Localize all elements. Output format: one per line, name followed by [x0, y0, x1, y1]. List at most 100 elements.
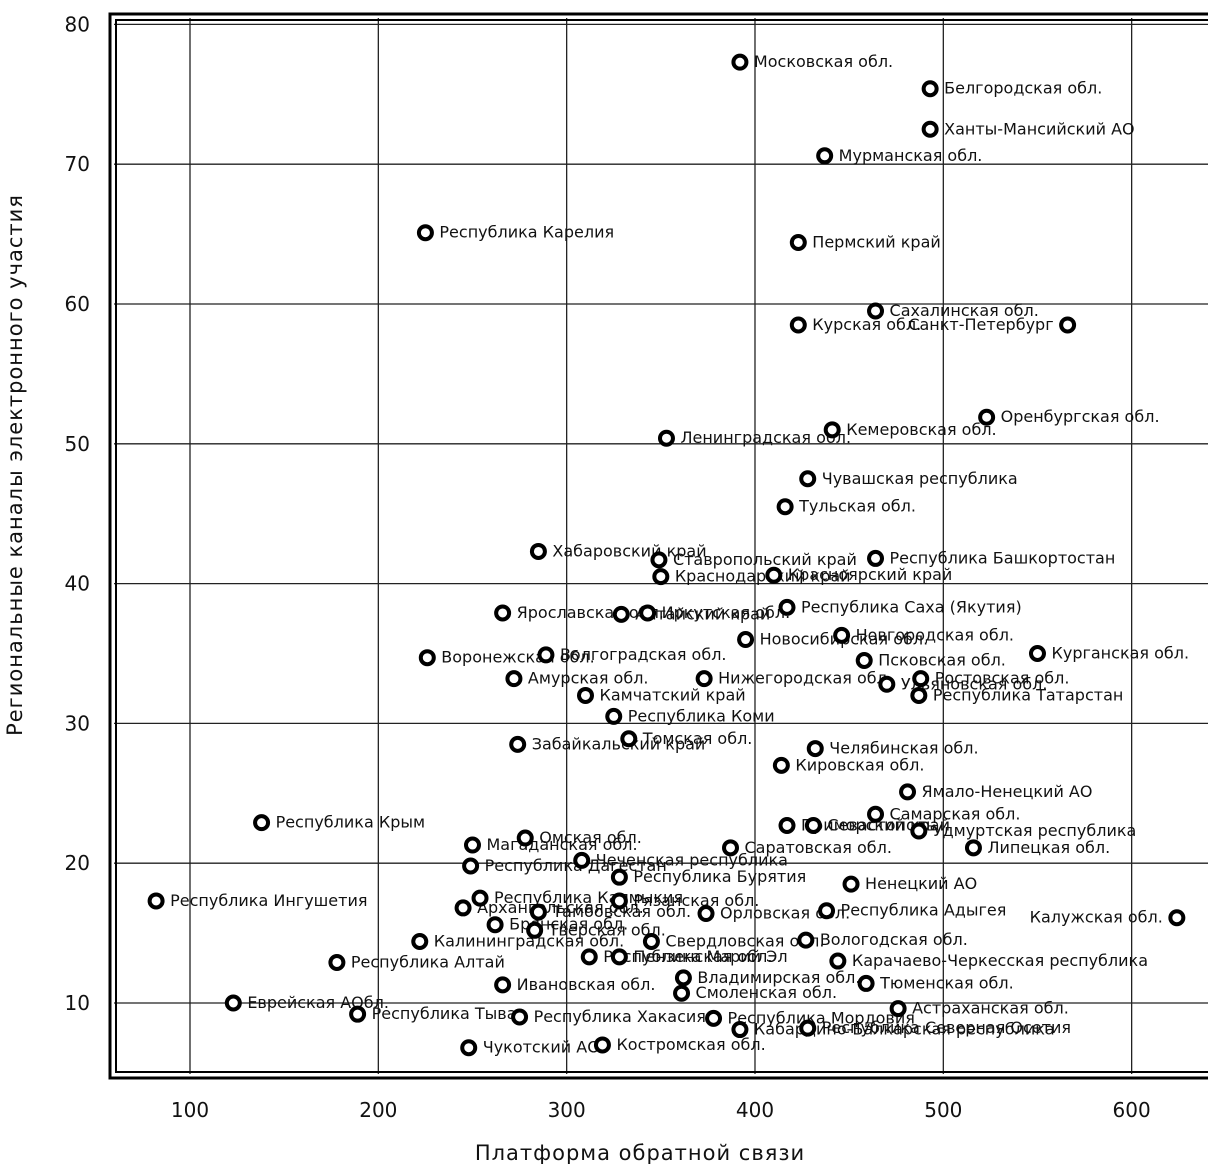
data-point: [454, 899, 472, 917]
point-label: Московская обл.: [754, 52, 893, 71]
data-point: [511, 1008, 529, 1026]
point-label: Оренбургская обл.: [1001, 407, 1160, 426]
data-point: [776, 498, 794, 516]
x-axis-title: Платформа обратной связи: [475, 1141, 805, 1164]
point-label: Республика Башкортостан: [890, 548, 1116, 567]
data-point: [674, 969, 692, 987]
data-point: [573, 851, 591, 869]
data-point: [772, 756, 790, 774]
point-label: Ставропольский край: [673, 550, 857, 569]
data-point: [593, 1036, 611, 1054]
data-point: [818, 902, 836, 920]
point-label: Красноярский край: [788, 565, 953, 584]
data-point: [328, 953, 346, 971]
data-point: [806, 740, 824, 758]
point-label: Ростовская обл.: [935, 669, 1070, 688]
point-label: Чеченская республика: [596, 850, 788, 869]
data-point: [580, 948, 598, 966]
data-point: [612, 605, 630, 623]
point-label: Республика Ингушетия: [170, 891, 367, 910]
point-label: Республика Алтай: [351, 952, 505, 971]
x-tick-label: 100: [171, 1098, 209, 1122]
point-label: Хабаровский край: [552, 541, 706, 560]
data-point: [789, 233, 807, 251]
point-label: Волгоградская обл.: [560, 645, 727, 664]
point-label: Нижегородская обл.: [718, 669, 892, 688]
data-point: [912, 670, 930, 688]
point-label: Санкт-Петербург: [908, 315, 1053, 334]
data-point: [878, 675, 896, 693]
y-tick-label: 20: [65, 851, 90, 875]
data-point: [899, 783, 917, 801]
point-label: Республика Северная Осетия: [822, 1018, 1071, 1037]
point-label: Белгородская обл.: [944, 79, 1102, 98]
point-label: Тверская обл.: [548, 920, 666, 939]
point-label: Республика Коми: [628, 706, 775, 725]
point-label: Республика Мордовия: [728, 1008, 915, 1027]
data-point: [731, 1021, 749, 1039]
data-point: [610, 948, 628, 966]
point-label: Псковская обл.: [878, 650, 1006, 669]
point-label: Сахалинская обл.: [890, 301, 1039, 320]
data-point: [799, 470, 817, 488]
point-label: Республика Бурятия: [633, 867, 806, 886]
x-tick-label: 600: [1113, 1098, 1151, 1122]
point-label: Ульяновская обл.: [901, 674, 1048, 693]
point-label: Республика Калмыкия: [494, 888, 683, 907]
point-label: Краснодарский край: [675, 567, 851, 586]
point-label: Кабардино-Балкарская республика: [754, 1020, 1055, 1039]
data-point: [857, 974, 875, 992]
data-point: [778, 598, 796, 616]
data-point: [867, 805, 885, 823]
point-label: Карачаево-Черкесская республика: [852, 951, 1148, 970]
data-point: [722, 839, 740, 857]
data-point: [964, 839, 982, 857]
data-point: [823, 421, 841, 439]
data-point: [829, 952, 847, 970]
point-label: Курганская обл.: [1051, 644, 1189, 663]
point-label: Амурская обл.: [528, 669, 649, 688]
data-point: [737, 631, 755, 649]
data-point: [833, 626, 851, 644]
point-label: Астраханская обл.: [912, 999, 1069, 1018]
data-point: [460, 1039, 478, 1057]
point-label: Алтайский край: [635, 604, 770, 623]
point-label: Удмуртская республика: [933, 821, 1137, 840]
point-label: Тульская обл.: [798, 497, 916, 516]
point-label: Севастополь: [827, 815, 935, 834]
data-point: [1059, 316, 1077, 334]
data-point: [610, 868, 628, 886]
y-tick-label: 50: [65, 432, 90, 456]
point-label: Республика Саха (Якутия): [801, 597, 1022, 616]
data-point: [462, 857, 480, 875]
point-label: Новгородская обл.: [856, 625, 1014, 644]
point-label: Калининградская обл.: [434, 931, 624, 950]
point-label: Рязанская обл.: [633, 891, 759, 910]
point-label: Самарская обл.: [890, 804, 1021, 823]
data-point: [620, 730, 638, 748]
point-label: Республика Адыгея: [841, 901, 1007, 920]
point-label: Архангельская обл.: [477, 898, 644, 917]
data-point: [855, 651, 873, 669]
data-point: [463, 836, 481, 854]
data-point: [642, 932, 660, 950]
point-label: Орловская обл.: [720, 904, 850, 923]
data-point: [804, 816, 822, 834]
x-tick-label: 500: [924, 1098, 962, 1122]
point-label: Томская обл.: [642, 729, 753, 748]
data-point: [516, 829, 534, 847]
point-label: Саратовская обл.: [745, 838, 892, 857]
data-point: [610, 892, 628, 910]
data-point: [650, 551, 668, 569]
point-label: Пензенская обл.: [633, 947, 772, 966]
point-label: Мурманская обл.: [839, 146, 983, 165]
data-point: [705, 1009, 723, 1027]
point-label: Смоленская обл.: [696, 983, 838, 1002]
y-tick-label: 60: [65, 292, 90, 316]
data-point: [505, 670, 523, 688]
point-label: Республика Тыва: [372, 1004, 517, 1023]
x-tick-label: 400: [736, 1098, 774, 1122]
point-label: Камчатский край: [599, 685, 745, 704]
data-point: [921, 120, 939, 138]
y-axis-title: Региональные каналы электронного участия: [3, 194, 27, 736]
